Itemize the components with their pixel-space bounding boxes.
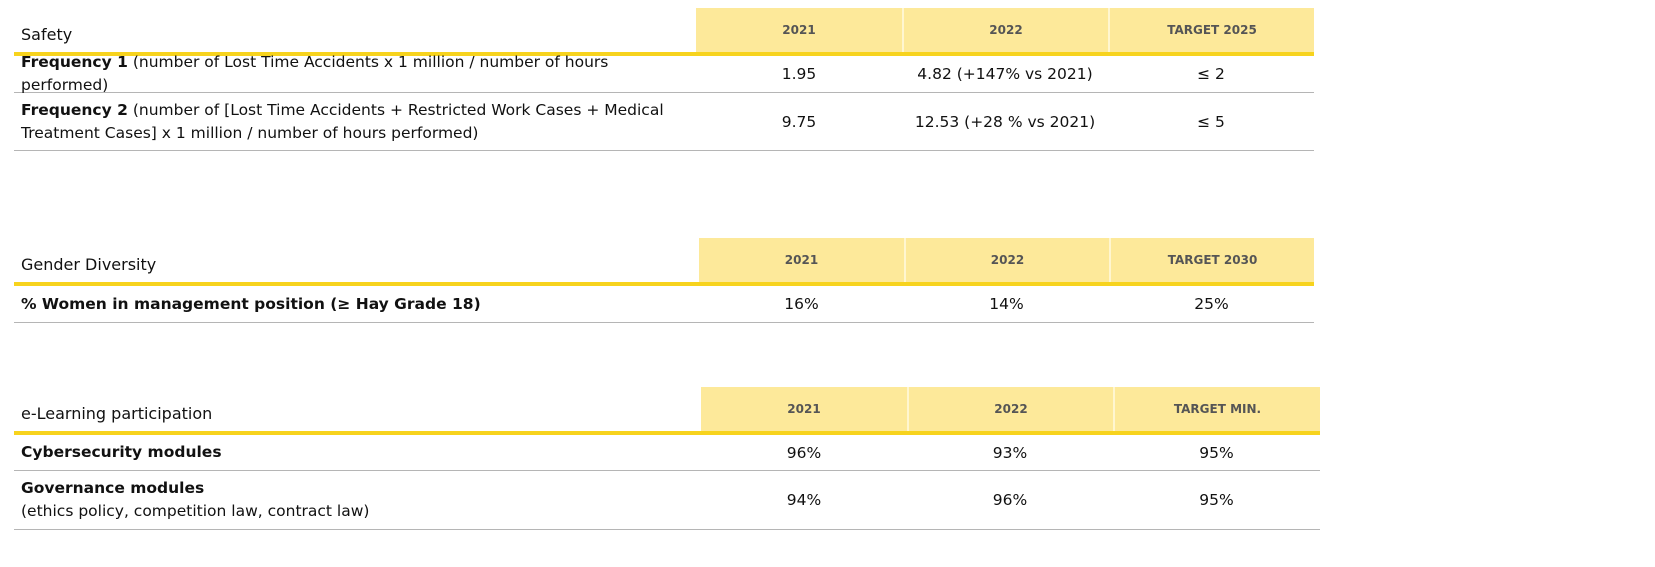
gender-col-2022: 2022 <box>904 238 1109 282</box>
row-label: Cybersecurity modules <box>14 435 701 470</box>
value-2022: 93% <box>992 443 1028 462</box>
elearning-col-target: TARGET MIN. <box>1113 387 1320 431</box>
row-label: Governance modules (ethics policy, compe… <box>14 471 701 529</box>
safety-col-2022: 2022 <box>902 8 1108 52</box>
value-2022: 4.82 (+147% vs 2021) <box>917 65 1093 83</box>
row-label-bold: Frequency 1 <box>21 53 128 71</box>
elearning-header: e-Learning participation 2021 2022 TARGE… <box>14 387 1320 435</box>
row-label-rest: (number of Lost Time Accidents x 1 milli… <box>21 53 609 94</box>
row-label: % Women in management position (≥ Hay Gr… <box>14 286 699 322</box>
value-2022: 96% <box>992 491 1028 509</box>
value-2021: 96% <box>786 443 822 462</box>
table-row: Frequency 2 (number of [Lost Time Accide… <box>14 93 1314 151</box>
row-label: Frequency 2 (number of [Lost Time Accide… <box>14 93 696 150</box>
elearning-col-2021: 2021 <box>701 387 907 431</box>
gender-table: Gender Diversity 2021 2022 TARGET 2030 %… <box>14 238 1314 323</box>
safety-col-2021: 2021 <box>696 8 902 52</box>
value-2022: 14% <box>989 295 1024 313</box>
value-target: ≤ 5 <box>1197 112 1225 131</box>
safety-header: Safety 2021 2022 TARGET 2025 <box>14 8 1314 56</box>
row-label-bold: Frequency 2 <box>21 100 128 119</box>
gender-col-2021: 2021 <box>699 238 904 282</box>
safety-table: Safety 2021 2022 TARGET 2025 Frequency 1… <box>14 8 1314 151</box>
value-2022: 12.53 (+28 % vs 2021) <box>914 112 1096 131</box>
gender-col-target: TARGET 2030 <box>1109 238 1314 282</box>
gender-header: Gender Diversity 2021 2022 TARGET 2030 <box>14 238 1314 286</box>
value-2021: 94% <box>786 491 822 509</box>
row-label-line2: Treatment Cases] x 1 million / number of… <box>21 123 479 142</box>
value-target: 95% <box>1199 491 1234 509</box>
safety-title: Safety <box>21 25 73 44</box>
table-row: Frequency 1 (number of Lost Time Acciden… <box>14 53 1314 94</box>
table-row: Cybersecurity modules 96% 93% 95% <box>14 435 1320 471</box>
value-target: ≤ 2 <box>1197 65 1225 83</box>
value-2021: 9.75 <box>781 112 817 131</box>
row-label-bold: Governance modules <box>21 479 205 497</box>
value-target: 95% <box>1199 443 1234 462</box>
elearning-col-2022: 2022 <box>907 387 1113 431</box>
table-row: Governance modules (ethics policy, compe… <box>14 471 1320 530</box>
elearning-title: e-Learning participation <box>21 404 213 423</box>
row-label-rest: (number of [Lost Time Accidents + Restri… <box>127 100 664 119</box>
row-label-bold: % Women in management position (≥ Hay Gr… <box>21 294 481 313</box>
value-2021: 1.95 <box>781 65 817 83</box>
value-2021: 16% <box>784 295 819 313</box>
safety-col-target: TARGET 2025 <box>1108 8 1314 52</box>
elearning-table: e-Learning participation 2021 2022 TARGE… <box>14 387 1320 530</box>
row-label-line2: (ethics policy, competition law, contrac… <box>21 502 370 520</box>
row-label: Frequency 1 (number of Lost Time Acciden… <box>14 53 696 94</box>
row-label-bold: Cybersecurity modules <box>21 443 222 461</box>
gender-title: Gender Diversity <box>21 255 157 274</box>
value-target: 25% <box>1194 295 1229 313</box>
table-row: % Women in management position (≥ Hay Gr… <box>14 286 1314 323</box>
